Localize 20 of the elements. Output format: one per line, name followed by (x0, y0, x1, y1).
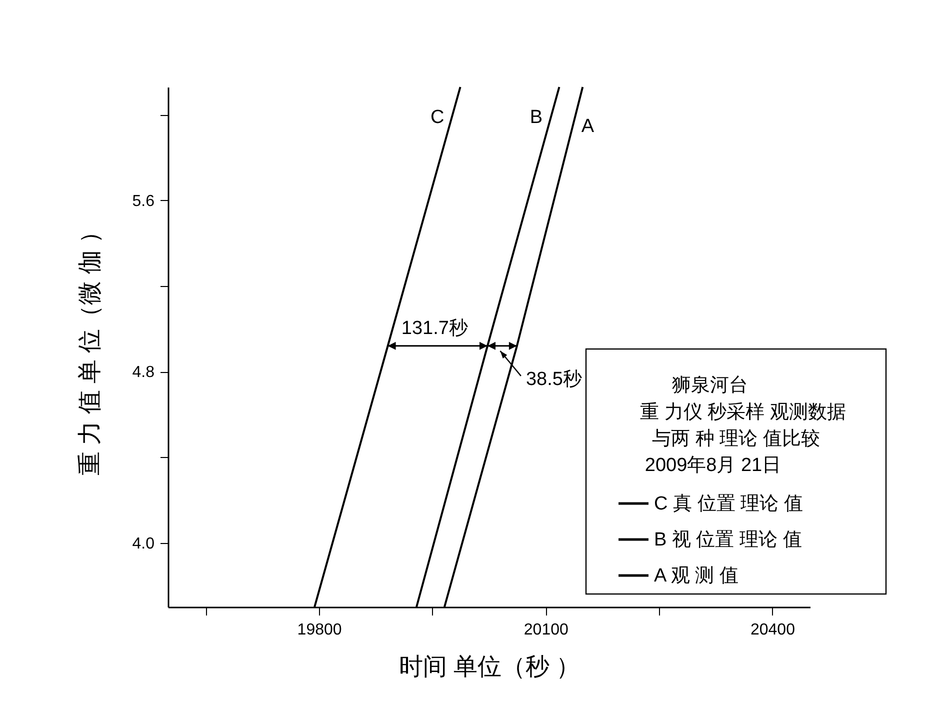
annotation: 2009年8月 21日 (644, 455, 782, 476)
y-tick-label: 4.0 (132, 535, 155, 552)
x-tick-label: 19800 (297, 622, 342, 638)
legend-label: C 真 位置 理论 值 (654, 494, 803, 514)
x-tick-label: 20400 (750, 622, 796, 638)
legend-title: 狮泉河台 (672, 375, 748, 396)
x-axis-title: 时间 单位（秒 ） (398, 654, 580, 680)
y-tick-label: 4.8 (132, 364, 155, 382)
annotation: C (430, 107, 444, 128)
annotation: 重 力仪 秒采样 观测数据 (640, 402, 846, 423)
legend-label: B 视 位置 理论 值 (654, 530, 802, 550)
legend-label: A 观 测 值 (654, 566, 738, 586)
y-axis-title: 重 力 值 单 位（微 伽 ） (76, 219, 104, 476)
annotation: 38.5秒 (526, 368, 582, 390)
y-tick-label: 5.6 (132, 192, 155, 210)
annotation: B (530, 107, 543, 128)
annotation: A (581, 116, 594, 137)
annotation: 与两 种 理论 值比较 (652, 428, 820, 450)
x-tick-label: 20100 (524, 622, 568, 638)
annotation: 131.7秒 (401, 318, 468, 339)
